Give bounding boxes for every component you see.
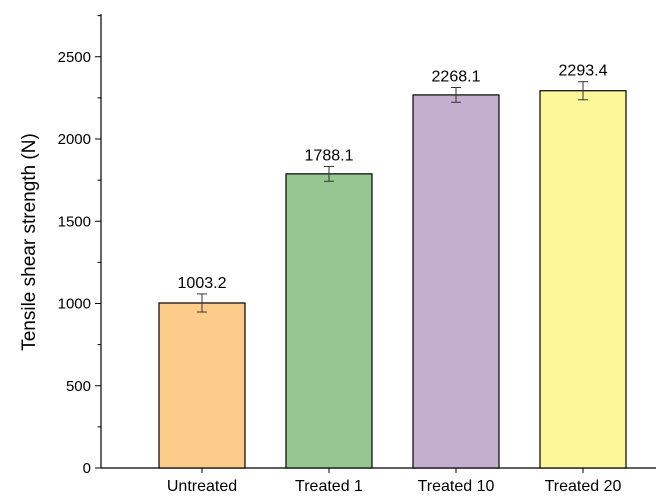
y-tick-label: 2500: [58, 49, 91, 66]
value-label: 2268.1: [432, 68, 481, 85]
value-label: 1003.2: [178, 275, 227, 292]
bar: [539, 90, 627, 469]
y-tick-label: 1500: [58, 213, 91, 230]
y-tick-label: 2000: [58, 131, 91, 148]
x-tick-label: Treated 20: [545, 478, 622, 495]
y-axis-title: Tensile shear strength (N): [19, 133, 40, 351]
value-label: 1788.1: [305, 147, 354, 164]
x-tick-label: Treated 10: [418, 478, 495, 495]
y-tick-label: 500: [66, 378, 91, 395]
x-tick-label: Untreated: [167, 478, 237, 495]
y-tick-label: 0: [83, 460, 91, 477]
x-tick-label: Treated 1: [295, 478, 363, 495]
bar: [285, 173, 373, 469]
value-label: 2293.4: [559, 63, 608, 80]
y-tick-label: 1000: [58, 296, 91, 313]
bar: [412, 94, 500, 469]
bar: [158, 302, 246, 469]
